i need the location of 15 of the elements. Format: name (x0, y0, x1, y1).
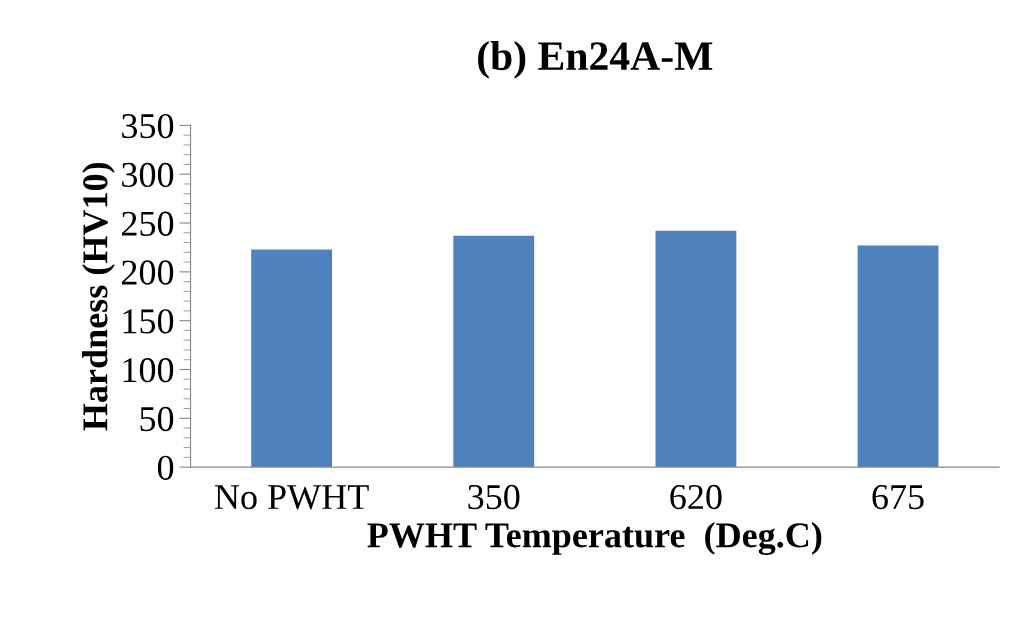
y-tick-label: 200 (122, 260, 174, 285)
x-axis-title: PWHT Temperature (Deg.C) (367, 522, 822, 556)
x-tick-label: 620 (670, 484, 722, 510)
y-axis-title: Hardness (HV10) (82, 162, 115, 431)
x-tick-label: 675 (872, 484, 924, 510)
y-tick-label: 350 (122, 113, 174, 139)
y-tick-label: 300 (122, 162, 174, 188)
y-tick-label: 100 (123, 358, 174, 383)
x-tick-label: No PWHT (214, 485, 369, 510)
x-tick-label: 350 (468, 484, 520, 510)
y-tick-label: 150 (123, 309, 174, 334)
y-tick-label: 0 (157, 455, 174, 480)
y-tick-label: 50 (140, 406, 174, 432)
chart-title: (b) En24A-M (478, 40, 713, 79)
y-tick-label: 250 (122, 211, 174, 236)
